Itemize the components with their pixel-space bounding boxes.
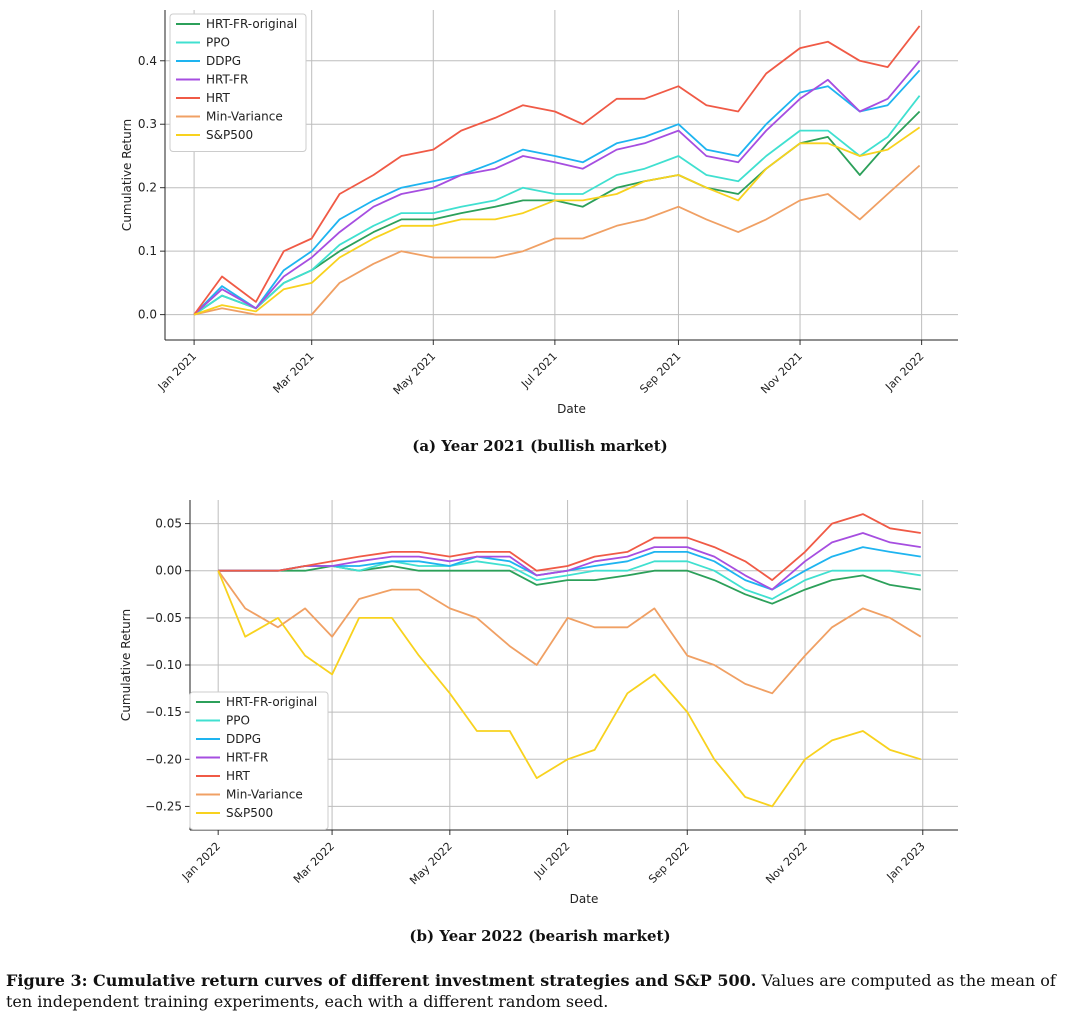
y-tick-label: 0.3 [138,117,157,131]
series-line-hrt-fr-original [218,565,921,605]
series-line-s-p500 [193,126,921,316]
x-tick-label: Jan 2022 [179,840,223,884]
figure: Jan 2021 Mar 2021 May 2021 Jul 2021 Sep 2021… [119,10,958,906]
legend: HRT-FR-original PPO DDPG HRT-FR HRT Min-Varia… [189,691,329,830]
x-tick-label: Mar 2021 [271,350,317,396]
x-tick-label: Mar 2022 [291,840,337,886]
series-line-min-variance [193,164,921,316]
x-tick-label: Jan 2022 [882,350,926,394]
x-tick-label: Nov 2021 [758,350,805,397]
y-tick-label: −0.10 [145,658,182,672]
figure-caption-text: Values are computed as the mean of ten i… [6,971,1056,1011]
legend-label-hrt-fr-original: HRT-FR-original [206,17,297,31]
y-tick-label: 0.0 [138,308,157,322]
series-line-hrt [218,513,921,581]
x-tick-label: Jul 2021 [518,350,560,392]
chart-a-caption: (a) Year 2021 (bullish market) [412,437,668,455]
x-tick-label: Jul 2022 [531,840,573,882]
legend-label-ddpg: DDPG [226,732,261,746]
x-tick-label: May 2021 [391,350,439,398]
legend-label-hrt-fr-original: HRT-FR-original [226,695,317,709]
y-tick-label: −0.25 [145,799,182,813]
y-tick-label: −0.20 [145,752,182,766]
x-axis-label: Date [570,892,599,906]
series-line-ddpg [193,69,921,316]
y-tick-label: 0.05 [155,517,182,531]
legend-label-hrt: HRT [226,769,250,783]
series-line-hrt [193,25,921,316]
figure-caption-label: Figure 3: Cumulative return curves of di… [6,971,757,990]
x-tick-label: Sep 2022 [646,840,692,886]
series-line-ppo [193,95,921,316]
x-tick-label: Sep 2021 [637,350,683,396]
legend-label-min-variance: Min-Variance [226,788,303,802]
chart-b-caption: (b) Year 2022 (bearish market) [409,927,671,945]
chart-a: Jan 2021 Mar 2021 May 2021 Jul 2021 Sep 2021… [120,10,958,416]
legend-label-ppo: PPO [226,714,250,728]
x-tick-label: May 2022 [407,840,455,888]
legend-box [189,691,329,830]
series-line-s-p500 [217,570,922,808]
legend-label-s-p500: S&P500 [206,128,253,142]
x-axis-label: Date [557,402,586,416]
x-tick-label: Jan 2023 [884,840,928,884]
legend-box [169,13,307,152]
y-axis-label: Cumulative Return [119,609,133,721]
x-tick-label: Jan 2021 [155,350,199,394]
legend-label-ddpg: DDPG [206,54,241,68]
y-axis-label: Cumulative Return [120,119,134,231]
series-line-min-variance [217,570,922,695]
series-line-hrt-fr [218,532,921,591]
x-tick-label: Nov 2022 [763,840,810,887]
y-tick-label: −0.15 [145,705,182,719]
y-tick-label: 0.2 [138,181,157,195]
y-tick-label: −0.05 [145,611,182,625]
chart-b: Jan 2022 Mar 2022 May 2022 Jul 2022 Sep 2022… [119,500,958,906]
legend-label-hrt-fr: HRT-FR [206,73,248,87]
y-tick-label: 0.00 [155,564,182,578]
legend-label-ppo: PPO [206,36,230,50]
legend-label-hrt: HRT [206,91,230,105]
legend-label-hrt-fr: HRT-FR [226,751,268,765]
legend-label-s-p500: S&P500 [226,806,273,820]
legend-label-min-variance: Min-Variance [206,110,283,124]
y-tick-label: 0.1 [138,244,157,258]
y-tick-label: 0.4 [138,54,157,68]
figure-caption: Figure 3: Cumulative return curves of di… [6,970,1076,1012]
legend: HRT-FR-original PPO DDPG HRT-FR HRT Min-Varia… [169,13,307,152]
series-line-hrt-fr [193,60,921,316]
